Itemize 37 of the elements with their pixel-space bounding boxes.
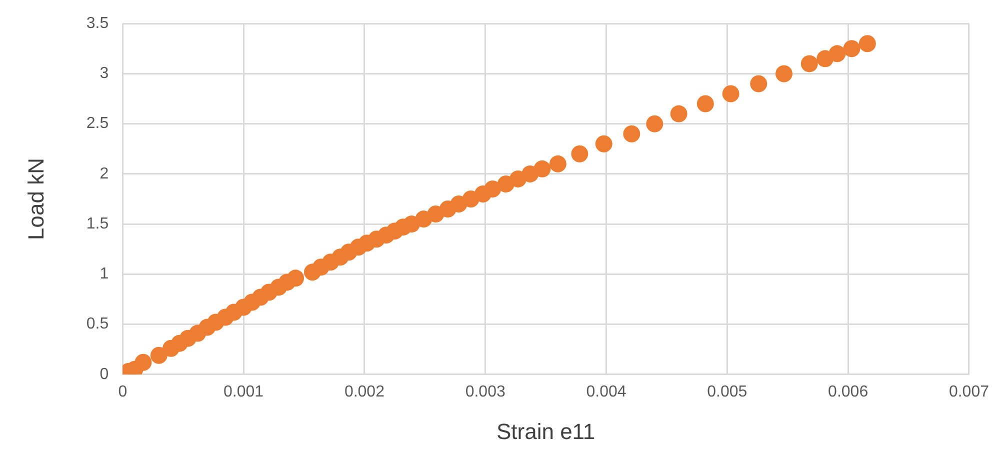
x-tick-label: 0 bbox=[118, 383, 128, 400]
y-tick-label: 1 bbox=[100, 266, 109, 283]
point bbox=[549, 155, 566, 172]
y-tick-label: 0.5 bbox=[86, 316, 109, 333]
point bbox=[775, 65, 792, 82]
point bbox=[828, 45, 846, 62]
point bbox=[843, 40, 860, 58]
y-tick-label: 3.5 bbox=[86, 15, 109, 32]
x-tick-label: 0.004 bbox=[586, 383, 626, 400]
point bbox=[858, 35, 876, 52]
y-tick-label: 1.5 bbox=[86, 215, 109, 232]
point bbox=[750, 75, 768, 92]
x-tick-label: 0.003 bbox=[465, 383, 506, 400]
x-axis-title: Strain e11 bbox=[496, 418, 596, 444]
point bbox=[595, 135, 612, 152]
point bbox=[287, 270, 304, 287]
x-tick-label: 0.002 bbox=[344, 383, 385, 400]
y-tick-label: 2.5 bbox=[86, 115, 109, 132]
x-tick-label: 0.007 bbox=[948, 383, 990, 400]
point bbox=[646, 115, 664, 132]
x-tick-label: 0.006 bbox=[828, 383, 868, 400]
y-axis-title: Load kN bbox=[23, 158, 48, 240]
point bbox=[722, 85, 740, 102]
y-tick-label: 3 bbox=[100, 65, 109, 82]
point bbox=[696, 95, 714, 112]
point bbox=[150, 346, 168, 364]
x-tick-label: 0.001 bbox=[224, 383, 264, 400]
point bbox=[484, 180, 502, 198]
x-tick-label: 0.005 bbox=[707, 383, 748, 400]
y-tick-label: 2 bbox=[100, 165, 109, 182]
point bbox=[800, 55, 818, 72]
point bbox=[571, 145, 588, 162]
point bbox=[670, 105, 688, 122]
point bbox=[623, 125, 640, 142]
y-tick-label: 0 bbox=[100, 366, 109, 383]
point bbox=[534, 160, 551, 178]
point bbox=[134, 354, 152, 371]
